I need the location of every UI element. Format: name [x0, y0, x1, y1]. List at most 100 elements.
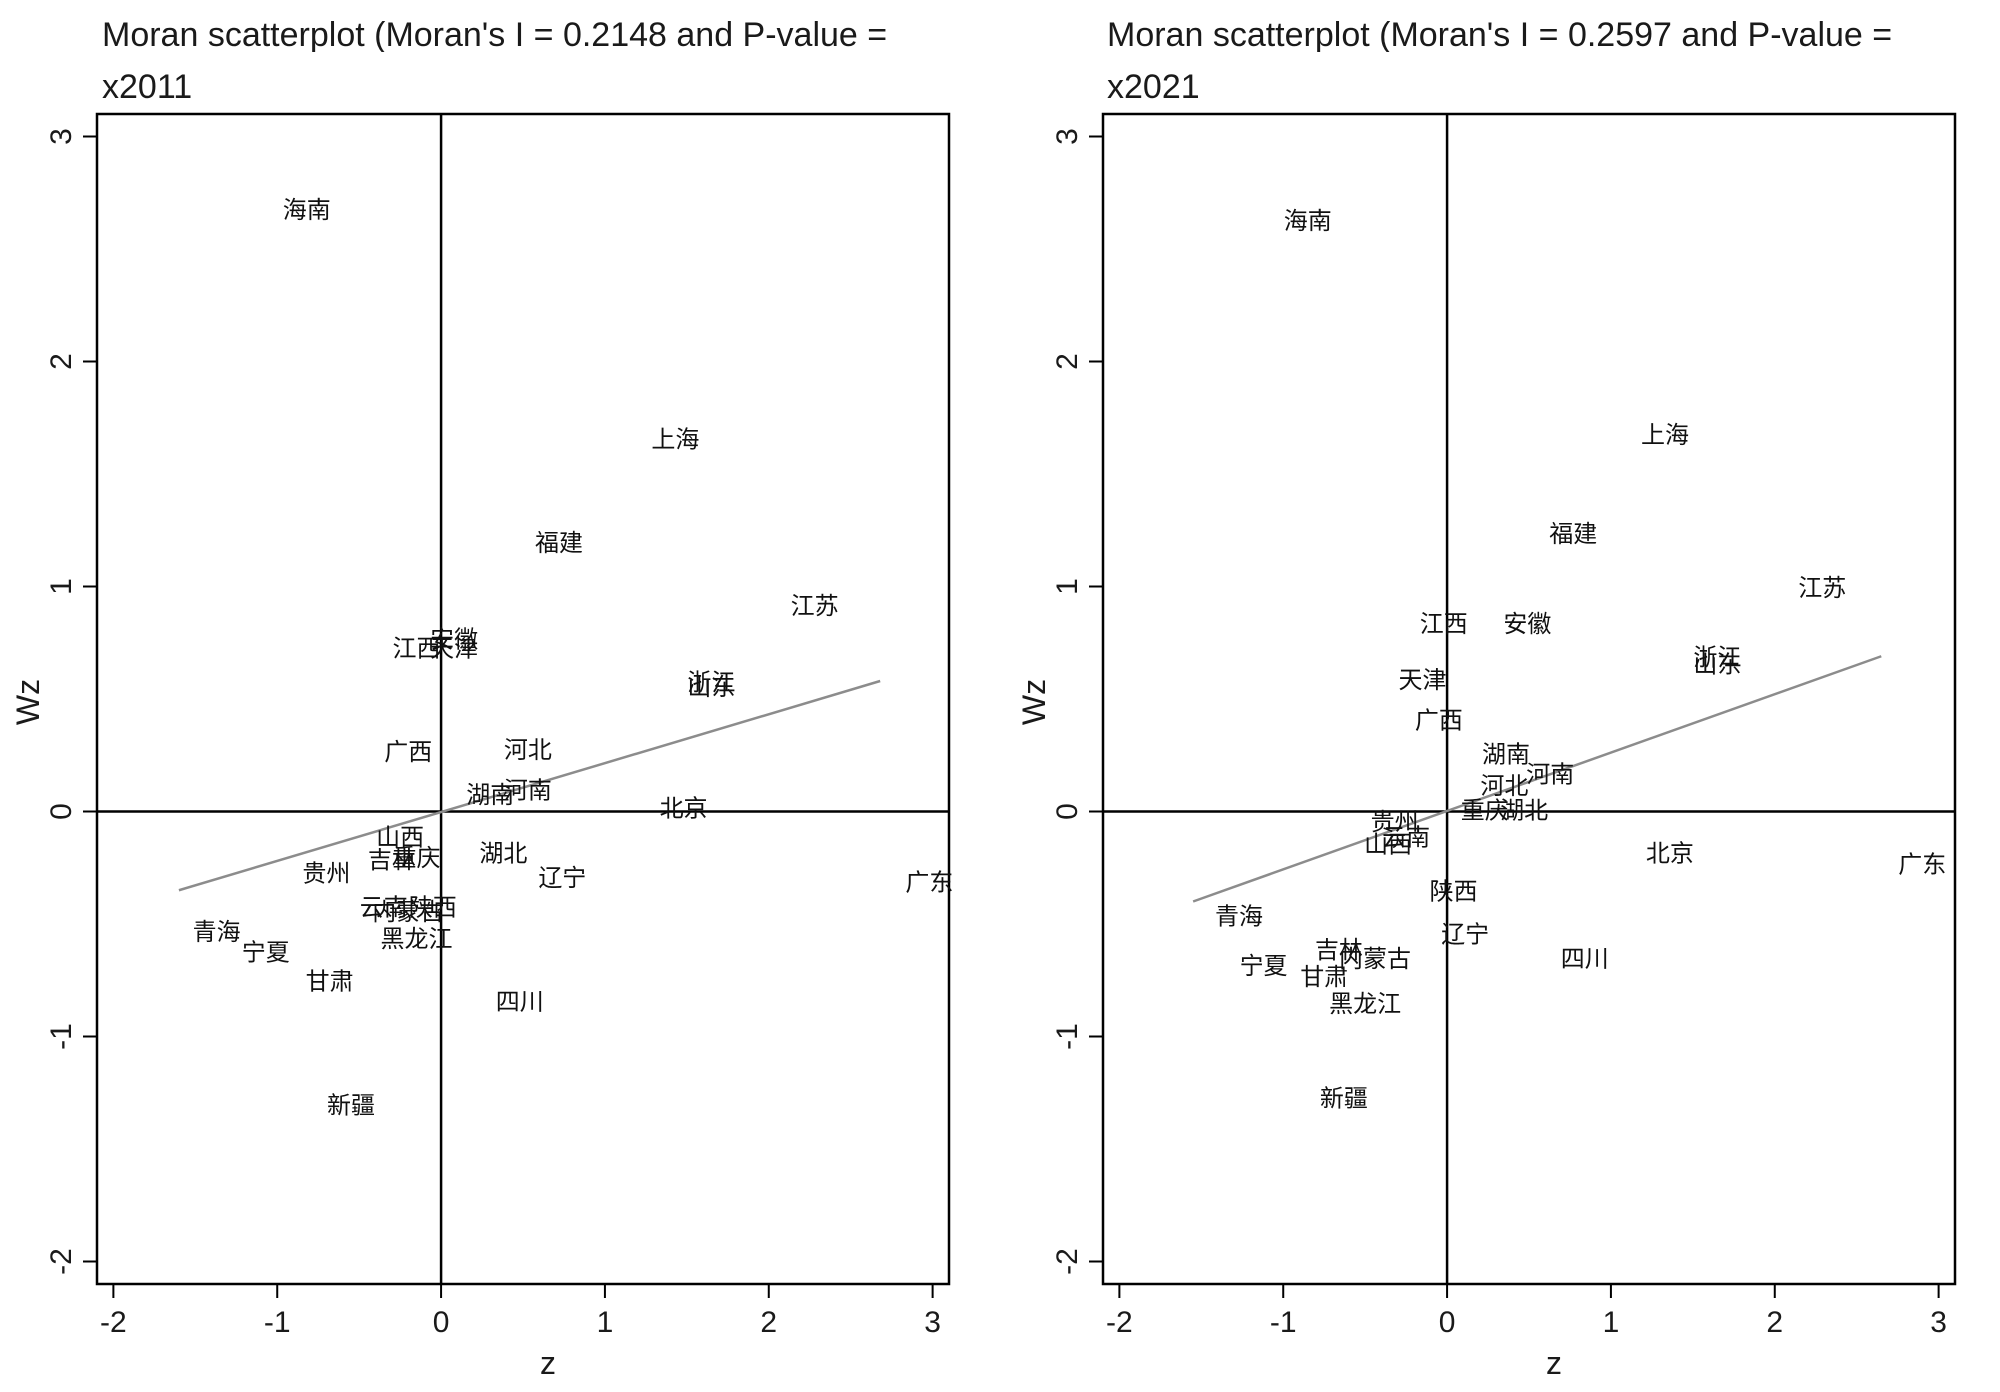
y-tick-label: 0	[1051, 803, 1084, 820]
x-tick-label: 0	[1439, 1306, 1456, 1339]
point-label: 上海	[1641, 421, 1689, 449]
x-tick-label: 0	[433, 1306, 450, 1339]
x-tick-label: 2	[1766, 1306, 1783, 1339]
y-tick-label: 0	[45, 803, 78, 820]
y-tick-label: -1	[45, 1023, 78, 1050]
point-label: 重庆	[1461, 797, 1509, 825]
x-tick-label: 3	[924, 1306, 941, 1339]
point-label: 湖南	[466, 781, 514, 809]
regression-fit-line	[1192, 655, 1882, 903]
panel-subtitle-left: x2011	[102, 70, 193, 104]
point-label: 河北	[504, 736, 552, 764]
y-tick-label: -1	[1051, 1023, 1084, 1050]
y-axis-label: Wz	[1016, 679, 1052, 725]
point-label: 内蒙古	[372, 898, 444, 926]
point-label: 广西	[1415, 707, 1463, 735]
point-label: 湖北	[1500, 797, 1548, 825]
point-label: 湖南	[1482, 740, 1530, 768]
point-label: 云南	[360, 893, 408, 921]
x-tick-label: 1	[597, 1306, 614, 1339]
point-label: 广东	[1898, 851, 1946, 879]
point-label: 辽宁	[1441, 920, 1489, 948]
point-label: 宁夏	[242, 938, 290, 966]
panel-title-right: Moran scatterplot (Moran's I = 0.2597 an…	[1107, 18, 1893, 52]
point-label: 河北	[1480, 772, 1528, 800]
y-tick-label: 3	[1051, 128, 1084, 145]
panel-title-left: Moran scatterplot (Moran's I = 0.2148 an…	[102, 18, 888, 52]
point-label: 贵州	[302, 860, 350, 888]
point-label: 福建	[535, 529, 583, 557]
y-axis-label: Wz	[10, 679, 46, 725]
point-label: 重庆	[393, 844, 441, 872]
point-label: 江西	[1420, 610, 1468, 638]
point-label: 吉林	[1315, 936, 1363, 964]
y-tick-label: 1	[45, 578, 78, 595]
point-label: 山东	[687, 673, 735, 701]
point-label: 山西	[1364, 830, 1412, 858]
x-tick-label: -2	[1106, 1306, 1133, 1339]
point-label: 北京	[1646, 839, 1694, 867]
point-label: 宁夏	[1240, 952, 1288, 980]
panel-subtitle-right: x2021	[1107, 70, 1200, 104]
y-tick-label: 3	[45, 128, 78, 145]
x-tick-label: 1	[1603, 1306, 1620, 1339]
x-tick-label: 3	[1930, 1306, 1947, 1339]
point-label: 上海	[651, 425, 699, 453]
point-label: 内蒙古	[1339, 945, 1411, 973]
point-label: 湖北	[479, 839, 527, 867]
x-tick-label: -1	[264, 1306, 291, 1339]
point-label: 天津	[1399, 666, 1447, 694]
point-label: 江苏	[1798, 574, 1846, 602]
x-axis-label: z	[1546, 1345, 1562, 1381]
y-tick-label: -2	[1051, 1248, 1084, 1275]
point-label: 贵州	[1371, 808, 1419, 836]
plot-frame	[95, 112, 951, 1286]
point-label: 新疆	[327, 1091, 375, 1119]
point-label: 北京	[660, 794, 708, 822]
point-label: 青海	[193, 918, 241, 946]
point-label: 甘肃	[1300, 963, 1348, 991]
point-label: 江苏	[791, 592, 839, 620]
point-label: 陕西	[1430, 878, 1478, 906]
point-label: 福建	[1549, 520, 1597, 548]
point-label: 黑龙江	[1329, 990, 1401, 1018]
x-tick-label: -1	[1270, 1306, 1297, 1339]
y-tick-label: 2	[1051, 353, 1084, 370]
point-label: 海南	[283, 196, 331, 224]
point-label: 青海	[1215, 902, 1263, 930]
point-label: 新疆	[1320, 1085, 1368, 1113]
point-label: 安徽	[1503, 610, 1551, 638]
point-label: 广东	[905, 869, 953, 897]
plot-panel-left: -2 -1 0 1 2 3-2-10123zWz海南上海福建江苏安徽天津江西浙江山东广西河…	[10, 112, 953, 1381]
point-label: 浙江	[687, 668, 735, 696]
y-tick-label: -2	[45, 1248, 78, 1275]
point-label: 云南	[1382, 824, 1430, 852]
point-label: 四川	[496, 988, 544, 1016]
x-tick-label: 2	[760, 1306, 777, 1339]
regression-fit-line	[178, 679, 881, 892]
point-label: 黑龙江	[381, 925, 453, 953]
point-label: 吉林	[368, 846, 416, 874]
y-tick-label: 1	[1051, 578, 1084, 595]
point-label: 天津	[430, 635, 478, 663]
plot-frame	[1101, 112, 1957, 1286]
point-label: 辽宁	[538, 864, 586, 892]
x-tick-label: -2	[100, 1306, 127, 1339]
point-label: 山西	[376, 824, 424, 852]
point-label: 四川	[1561, 945, 1609, 973]
point-label: 浙江	[1693, 644, 1741, 672]
x-axis-label: z	[540, 1345, 556, 1381]
point-label: 河南	[504, 776, 552, 804]
point-label: 江西	[393, 635, 441, 663]
point-label: 山东	[1693, 650, 1741, 678]
y-tick-label: 2	[45, 353, 78, 370]
point-label: 陕西	[409, 893, 457, 921]
point-label: 河南	[1526, 761, 1574, 789]
point-label: 广西	[384, 738, 432, 766]
point-label: 甘肃	[306, 968, 354, 996]
point-label: 海南	[1284, 207, 1332, 235]
point-label: 安徽	[430, 626, 478, 654]
